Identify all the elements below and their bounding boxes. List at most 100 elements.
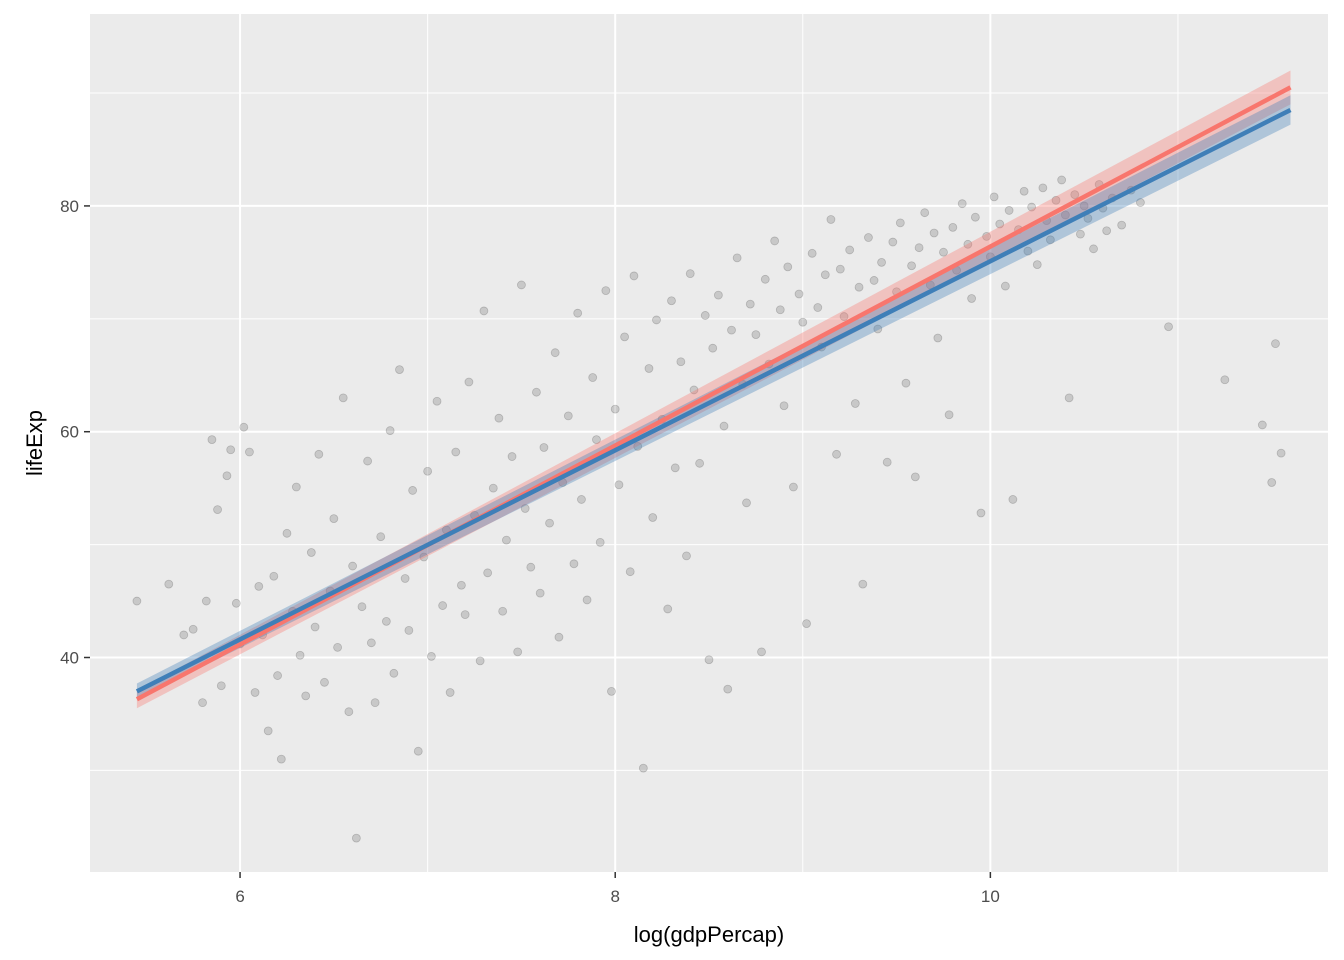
data-point: [794, 289, 804, 299]
data-point: [963, 239, 973, 249]
data-point: [1032, 260, 1042, 270]
data-point: [1064, 393, 1074, 403]
data-point: [1267, 478, 1277, 487]
data-point: [310, 622, 320, 632]
data-point: [982, 232, 992, 241]
y-axis-title: lifeExp: [22, 410, 47, 476]
data-point: [370, 698, 380, 708]
data-point: [419, 552, 429, 562]
data-point: [633, 441, 643, 451]
data-point: [132, 596, 142, 606]
data-point: [207, 435, 217, 445]
data-point: [708, 343, 718, 353]
data-point: [663, 604, 673, 614]
plot-panel: [90, 14, 1328, 872]
data-point: [933, 333, 943, 343]
data-point: [939, 247, 948, 257]
data-point: [682, 551, 691, 561]
data-point: [1076, 229, 1085, 239]
data-point: [333, 642, 343, 652]
data-point: [995, 219, 1005, 229]
data-point: [820, 270, 830, 280]
data-point: [483, 568, 493, 578]
data-point: [1257, 420, 1267, 430]
data-point: [760, 274, 770, 284]
data-point: [607, 686, 616, 696]
data-point: [329, 514, 339, 524]
data-point: [832, 449, 841, 459]
data-point: [723, 684, 733, 694]
data-point: [970, 212, 980, 222]
data-point: [389, 668, 399, 678]
data-point: [652, 315, 661, 325]
data-point: [513, 647, 523, 657]
data-point: [276, 754, 286, 764]
data-point: [408, 486, 418, 495]
data-point: [732, 253, 742, 263]
data-point: [239, 422, 249, 432]
data-point: [381, 616, 391, 626]
data-point: [179, 630, 189, 640]
data-point: [295, 650, 305, 660]
data-point: [914, 243, 924, 253]
data-point: [929, 228, 939, 238]
trend-line-1: [135, 85, 1292, 702]
data-point: [201, 596, 211, 606]
data-point: [226, 445, 236, 455]
data-point: [535, 588, 545, 598]
data-point: [835, 264, 845, 274]
data-point: [231, 598, 241, 608]
data-point: [520, 504, 530, 513]
data-point: [573, 308, 583, 318]
data-point: [1271, 339, 1280, 349]
trend-line-2: [135, 107, 1292, 694]
data-point: [301, 691, 311, 701]
data-point: [445, 688, 455, 697]
grid-minor: [90, 14, 1328, 872]
data-point: [907, 261, 916, 271]
data-point: [216, 681, 226, 691]
data-point: [291, 482, 301, 492]
data-point: [807, 248, 817, 258]
data-point: [638, 763, 648, 773]
data-point: [526, 562, 536, 572]
data-point: [1276, 448, 1286, 458]
data-point: [250, 688, 260, 697]
data-point: [770, 236, 780, 246]
data-point: [1038, 183, 1048, 193]
data-point: [845, 245, 855, 255]
data-point: [895, 218, 905, 228]
data-point: [614, 480, 624, 490]
data-point: [882, 457, 892, 467]
data-point: [563, 411, 573, 421]
data-point: [783, 262, 793, 272]
data-point: [1117, 220, 1127, 230]
x-axis-ticks: 6 8 10: [235, 872, 1000, 906]
data-point: [438, 601, 448, 610]
data-point: [423, 466, 433, 476]
data-point: [713, 290, 723, 300]
data-point: [757, 647, 766, 657]
data-point: [1102, 226, 1112, 236]
data-point: [460, 610, 470, 619]
data-point: [775, 305, 785, 315]
data-point: [957, 199, 967, 209]
data-point: [320, 677, 329, 687]
data-point: [976, 508, 986, 518]
data-point: [338, 393, 348, 403]
scatter-points: [132, 175, 1286, 843]
data-point: [826, 215, 836, 224]
y-tick-label: 60: [60, 423, 79, 442]
data-point: [164, 579, 174, 589]
data-point: [869, 276, 879, 285]
data-point: [601, 286, 611, 295]
data-point: [432, 396, 442, 406]
data-point: [704, 655, 714, 665]
data-point: [413, 746, 423, 756]
data-point: [989, 192, 999, 202]
data-point: [595, 537, 605, 547]
data-point: [395, 365, 404, 375]
data-point: [1070, 190, 1080, 200]
data-point: [751, 330, 761, 340]
